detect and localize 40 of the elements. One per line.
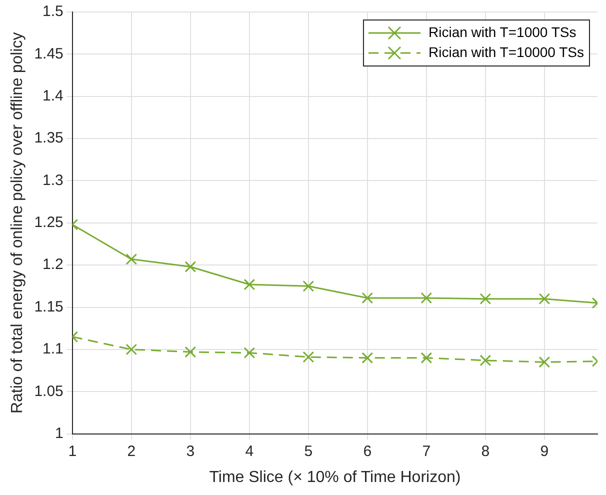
point [538,356,550,368]
y-tick-label: 1 [55,424,64,442]
x-tick-label: 6 [363,442,372,460]
y-tick-label: 1.25 [34,214,64,232]
y-tick-label: 1.45 [34,45,64,62]
point [538,293,550,305]
legend-label: Rician with T=10000 TSs [428,44,584,60]
point [480,354,492,366]
point [184,261,196,272]
point [420,352,432,364]
x-tick-label: 7 [422,442,431,460]
x-tick-label: 1 [68,442,77,460]
y-tick-label: 1.5 [42,3,64,20]
x-axis-title: Time Slice (× 10% of Time Horizon) [209,468,461,486]
x-tick-label: 9 [540,442,549,460]
y-tick-label: 1.2 [42,256,64,274]
point [244,278,256,290]
point [362,292,374,304]
x-tick-label: 2 [127,442,136,460]
y-axis-title: Ratio of total energy of online policy over offline policy [9,32,26,414]
x-tick-label: 3 [186,442,195,460]
y-tick-label: 1.4 [42,88,64,104]
y-tick-label: 1.05 [34,382,64,400]
x-tick-label: 5 [304,442,313,460]
point [302,351,314,363]
point [126,344,138,356]
point [244,347,256,359]
point [420,292,432,304]
point [480,293,492,305]
x-tick-label: 4 [245,442,254,460]
y-tick-label: 1.1 [42,340,64,358]
point [126,253,138,265]
point [362,352,374,364]
y-tick-label: 1.3 [42,172,64,189]
y-tick-label: 1.35 [34,130,64,147]
point [184,346,196,358]
legend-label: Rician with T=1000 TSs [428,24,576,40]
y-tick-label: 1.15 [34,298,64,316]
x-tick-label: 8 [481,442,490,460]
point [302,280,314,292]
